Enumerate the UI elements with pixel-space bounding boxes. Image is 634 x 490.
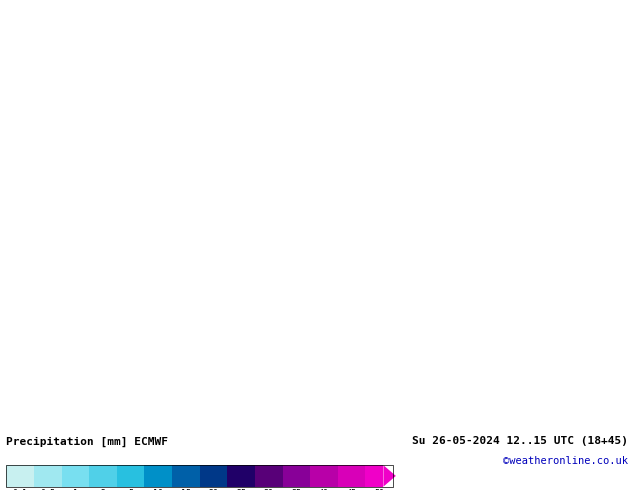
Bar: [172, 465, 200, 487]
Bar: [310, 465, 338, 487]
Bar: [61, 465, 89, 487]
Polygon shape: [384, 465, 396, 487]
Bar: [117, 465, 145, 487]
Bar: [6, 465, 34, 487]
Bar: [338, 465, 365, 487]
Text: ©weatheronline.co.uk: ©weatheronline.co.uk: [503, 456, 628, 466]
Bar: [34, 465, 61, 487]
Bar: [145, 465, 172, 487]
Bar: [365, 465, 384, 487]
Bar: [255, 465, 283, 487]
Text: Su 26-05-2024 12..15 UTC (18+45): Su 26-05-2024 12..15 UTC (18+45): [411, 437, 628, 446]
Bar: [89, 465, 117, 487]
Text: Precipitation [mm] ECMWF: Precipitation [mm] ECMWF: [6, 437, 169, 447]
Bar: [228, 465, 255, 487]
Bar: [200, 465, 228, 487]
Bar: [6, 465, 393, 487]
Bar: [283, 465, 310, 487]
